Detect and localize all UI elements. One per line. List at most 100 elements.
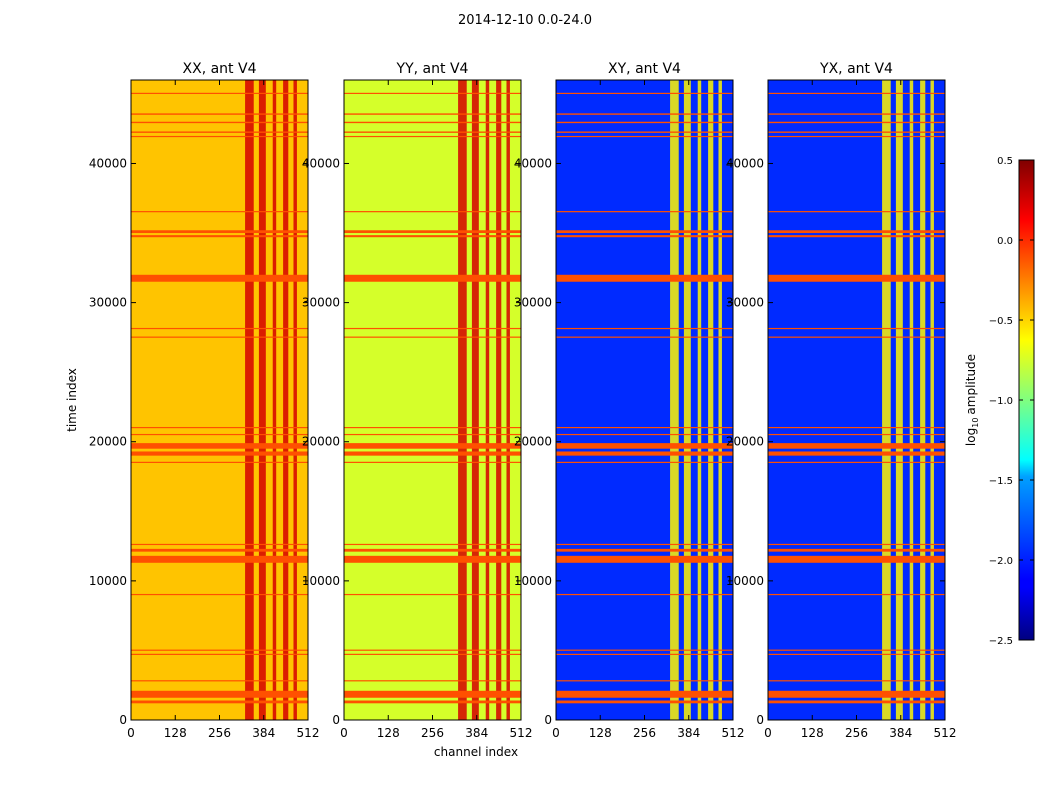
y-tick-label: 40000 bbox=[514, 156, 552, 170]
flagged-time-band bbox=[131, 555, 308, 563]
x-tick-label: 0 bbox=[552, 726, 560, 740]
flagged-time-band bbox=[131, 653, 308, 655]
flagged-time-band bbox=[344, 649, 521, 651]
flagged-time-band bbox=[131, 700, 308, 704]
flagged-time-band bbox=[556, 113, 733, 115]
x-tick-label: 512 bbox=[934, 726, 957, 740]
y-tick-label: 0 bbox=[119, 713, 127, 727]
panel-background bbox=[131, 80, 308, 720]
flagged-time-band bbox=[556, 433, 733, 436]
flagged-time-band bbox=[556, 543, 733, 546]
colorbar-tick-label: 0.5 bbox=[997, 156, 1013, 167]
x-tick-label: 384 bbox=[465, 726, 488, 740]
figure-title: 2014-12-10 0.0-24.0 bbox=[458, 13, 592, 28]
colorbar-tick-label: −1.0 bbox=[989, 396, 1013, 407]
flagged-time-band bbox=[344, 121, 521, 124]
active-channel-band bbox=[496, 80, 502, 720]
y-tick-label: 0 bbox=[332, 713, 340, 727]
x-tick-label: 512 bbox=[297, 726, 320, 740]
flagged-time-band bbox=[768, 700, 945, 704]
flagged-time-band bbox=[556, 649, 733, 651]
flagged-time-band bbox=[768, 680, 945, 682]
flagged-time-band bbox=[131, 461, 308, 463]
flagged-time-band bbox=[556, 274, 733, 282]
panel-title: YX, ant V4 bbox=[819, 61, 893, 77]
flagged-time-band bbox=[131, 593, 308, 596]
panel-xy: XY, ant V4 0 128 256 384 512 0 10000 20000 30000 4… bbox=[514, 61, 745, 740]
x-tick-label: 256 bbox=[633, 726, 656, 740]
flagged-time-band bbox=[556, 336, 733, 338]
flagged-time-band bbox=[131, 680, 308, 682]
y-tick-label: 10000 bbox=[302, 574, 340, 588]
flagged-time-band bbox=[131, 131, 308, 133]
panel-yx: YX, ant V4 0 128 256 384 512 0 10000 20000 30000 4… bbox=[726, 61, 957, 740]
flagged-time-band bbox=[131, 211, 308, 213]
active-channel-band bbox=[909, 80, 914, 720]
flagged-time-band bbox=[344, 451, 521, 456]
flagged-time-band bbox=[768, 274, 945, 282]
flagged-time-band bbox=[768, 211, 945, 213]
flagged-time-band bbox=[344, 593, 521, 596]
y-tick-label: 20000 bbox=[514, 435, 552, 449]
flagged-time-band bbox=[131, 649, 308, 651]
flagged-time-band bbox=[556, 653, 733, 655]
y-tick-label: 40000 bbox=[89, 156, 127, 170]
flagged-time-band bbox=[344, 461, 521, 463]
flagged-time-band bbox=[768, 555, 945, 563]
colorbar-tick-label: −0.5 bbox=[989, 316, 1013, 327]
x-tick-label: 256 bbox=[421, 726, 444, 740]
flagged-time-band bbox=[768, 235, 945, 238]
flagged-time-band bbox=[131, 433, 308, 436]
x-tick-label: 0 bbox=[764, 726, 772, 740]
flagged-time-band bbox=[131, 327, 308, 330]
flagged-time-band bbox=[768, 543, 945, 546]
active-channel-band bbox=[882, 80, 891, 720]
flagged-time-band bbox=[768, 461, 945, 463]
flagged-time-band bbox=[131, 543, 308, 546]
flagged-time-band bbox=[556, 426, 733, 429]
flagged-time-band bbox=[131, 690, 308, 698]
y-tick-label: 30000 bbox=[89, 296, 127, 310]
colorbar-tick-label: 0.0 bbox=[997, 236, 1013, 247]
colorbar-tick-label: −2.0 bbox=[989, 556, 1013, 567]
flagged-time-band bbox=[768, 336, 945, 338]
flagged-time-band bbox=[768, 451, 945, 456]
active-channel-band bbox=[920, 80, 926, 720]
flagged-time-band bbox=[344, 555, 521, 563]
flagged-time-band bbox=[344, 135, 521, 138]
flagged-time-band bbox=[344, 443, 521, 449]
flagged-time-band bbox=[768, 548, 945, 552]
active-channel-band bbox=[683, 80, 691, 720]
colorbar-tick-label: −1.5 bbox=[989, 476, 1013, 487]
y-axis-label: time index bbox=[65, 368, 79, 432]
y-tick-label: 10000 bbox=[89, 574, 127, 588]
flagged-time-band bbox=[344, 426, 521, 429]
y-tick-label: 40000 bbox=[302, 156, 340, 170]
flagged-time-band bbox=[344, 433, 521, 436]
panel-background bbox=[768, 80, 945, 720]
flagged-time-band bbox=[344, 680, 521, 682]
x-tick-label: 256 bbox=[845, 726, 868, 740]
flagged-time-band bbox=[131, 135, 308, 138]
flagged-time-band bbox=[344, 230, 521, 234]
flagged-time-band bbox=[768, 593, 945, 596]
flagged-time-band bbox=[344, 548, 521, 552]
active-channel-band bbox=[930, 80, 934, 720]
flagged-time-band bbox=[556, 690, 733, 698]
flagged-time-band bbox=[344, 700, 521, 704]
panel-title: XY, ant V4 bbox=[608, 61, 681, 77]
active-channel-band bbox=[245, 80, 254, 720]
y-tick-label: 10000 bbox=[726, 574, 764, 588]
flagged-time-band bbox=[131, 92, 308, 94]
flagged-time-band bbox=[131, 336, 308, 338]
colorbar: 0.5 0.0 −0.5 −1.0 −1.5 −2.0 −2.5 log10amplitud… bbox=[964, 156, 1035, 647]
panel-background bbox=[556, 80, 733, 720]
x-tick-label: 384 bbox=[252, 726, 275, 740]
x-tick-label: 128 bbox=[801, 726, 824, 740]
active-channel-band bbox=[485, 80, 490, 720]
flagged-time-band bbox=[131, 230, 308, 234]
x-tick-label: 512 bbox=[510, 726, 533, 740]
y-tick-label: 20000 bbox=[726, 435, 764, 449]
flagged-time-band bbox=[768, 426, 945, 429]
x-tick-label: 0 bbox=[340, 726, 348, 740]
